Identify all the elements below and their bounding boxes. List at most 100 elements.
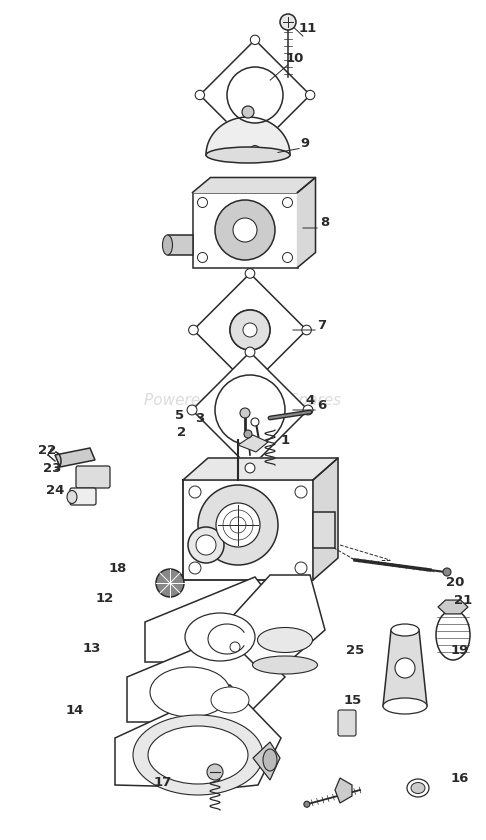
Text: 2: 2 bbox=[177, 426, 187, 438]
FancyBboxPatch shape bbox=[183, 480, 313, 580]
Text: 19: 19 bbox=[451, 643, 469, 657]
Text: 24: 24 bbox=[46, 484, 64, 496]
Polygon shape bbox=[383, 630, 427, 706]
Circle shape bbox=[443, 568, 451, 576]
Circle shape bbox=[243, 323, 257, 337]
Circle shape bbox=[245, 381, 255, 391]
Circle shape bbox=[240, 408, 250, 418]
Text: 7: 7 bbox=[317, 318, 327, 332]
FancyBboxPatch shape bbox=[313, 512, 335, 548]
Circle shape bbox=[295, 486, 307, 498]
Ellipse shape bbox=[150, 667, 230, 717]
Circle shape bbox=[197, 253, 208, 263]
Ellipse shape bbox=[162, 235, 173, 255]
Text: 21: 21 bbox=[454, 594, 472, 606]
Polygon shape bbox=[200, 39, 310, 150]
Circle shape bbox=[233, 218, 257, 242]
Circle shape bbox=[230, 310, 270, 350]
Polygon shape bbox=[438, 600, 468, 614]
Ellipse shape bbox=[148, 726, 248, 784]
Polygon shape bbox=[206, 117, 290, 155]
Text: 1: 1 bbox=[280, 433, 290, 447]
Text: 13: 13 bbox=[83, 642, 101, 654]
Circle shape bbox=[216, 503, 260, 547]
Text: 23: 23 bbox=[43, 461, 61, 475]
Circle shape bbox=[198, 485, 278, 565]
Polygon shape bbox=[313, 458, 338, 580]
Text: 16: 16 bbox=[451, 771, 469, 785]
Circle shape bbox=[189, 562, 201, 574]
Ellipse shape bbox=[206, 147, 290, 163]
Circle shape bbox=[242, 106, 254, 118]
Circle shape bbox=[280, 14, 296, 30]
Circle shape bbox=[196, 535, 216, 555]
Circle shape bbox=[215, 200, 275, 260]
Text: 20: 20 bbox=[446, 575, 464, 589]
Ellipse shape bbox=[253, 656, 317, 674]
Circle shape bbox=[189, 486, 201, 498]
Text: 3: 3 bbox=[195, 412, 205, 424]
Text: 5: 5 bbox=[175, 408, 185, 422]
Ellipse shape bbox=[211, 687, 249, 713]
Ellipse shape bbox=[185, 613, 255, 661]
Text: 10: 10 bbox=[286, 51, 304, 65]
Text: 17: 17 bbox=[154, 775, 172, 789]
Text: 11: 11 bbox=[299, 22, 317, 34]
Polygon shape bbox=[115, 685, 281, 788]
Ellipse shape bbox=[263, 749, 277, 771]
Circle shape bbox=[395, 658, 415, 678]
Circle shape bbox=[207, 764, 223, 780]
Circle shape bbox=[244, 430, 252, 438]
Ellipse shape bbox=[383, 698, 427, 714]
Circle shape bbox=[282, 253, 293, 263]
Polygon shape bbox=[220, 575, 325, 665]
Polygon shape bbox=[253, 742, 280, 780]
Polygon shape bbox=[145, 577, 290, 662]
Circle shape bbox=[188, 527, 224, 563]
Circle shape bbox=[195, 91, 205, 100]
Circle shape bbox=[250, 35, 260, 45]
Text: 18: 18 bbox=[109, 561, 127, 575]
Text: 12: 12 bbox=[96, 591, 114, 605]
Polygon shape bbox=[55, 448, 95, 467]
Polygon shape bbox=[335, 778, 352, 803]
Polygon shape bbox=[192, 177, 315, 192]
Text: Powered by Vision Spares: Powered by Vision Spares bbox=[144, 392, 342, 407]
Circle shape bbox=[156, 569, 184, 597]
Circle shape bbox=[215, 375, 285, 445]
Circle shape bbox=[282, 197, 293, 207]
Circle shape bbox=[245, 463, 255, 473]
Text: 6: 6 bbox=[317, 398, 327, 412]
FancyBboxPatch shape bbox=[192, 192, 297, 267]
Text: 22: 22 bbox=[38, 444, 56, 456]
Circle shape bbox=[245, 269, 255, 278]
Circle shape bbox=[230, 310, 270, 350]
FancyBboxPatch shape bbox=[70, 488, 96, 505]
Circle shape bbox=[302, 325, 312, 335]
Text: 4: 4 bbox=[305, 393, 314, 407]
Circle shape bbox=[303, 405, 313, 415]
Circle shape bbox=[306, 91, 315, 100]
Circle shape bbox=[245, 347, 255, 357]
Text: 15: 15 bbox=[344, 694, 362, 706]
Circle shape bbox=[187, 405, 197, 415]
Ellipse shape bbox=[67, 491, 77, 503]
Circle shape bbox=[197, 197, 208, 207]
Ellipse shape bbox=[258, 627, 312, 653]
Ellipse shape bbox=[411, 783, 425, 794]
Text: 9: 9 bbox=[300, 137, 310, 150]
Ellipse shape bbox=[133, 715, 263, 795]
Polygon shape bbox=[183, 458, 338, 480]
Ellipse shape bbox=[391, 624, 419, 636]
Polygon shape bbox=[127, 630, 285, 722]
Circle shape bbox=[304, 801, 310, 807]
Ellipse shape bbox=[407, 779, 429, 797]
Ellipse shape bbox=[436, 610, 470, 660]
Circle shape bbox=[189, 325, 198, 335]
Polygon shape bbox=[297, 177, 315, 267]
Circle shape bbox=[295, 562, 307, 574]
Circle shape bbox=[230, 642, 240, 652]
Text: 25: 25 bbox=[346, 643, 364, 657]
Text: 14: 14 bbox=[66, 704, 84, 717]
Polygon shape bbox=[192, 352, 308, 468]
